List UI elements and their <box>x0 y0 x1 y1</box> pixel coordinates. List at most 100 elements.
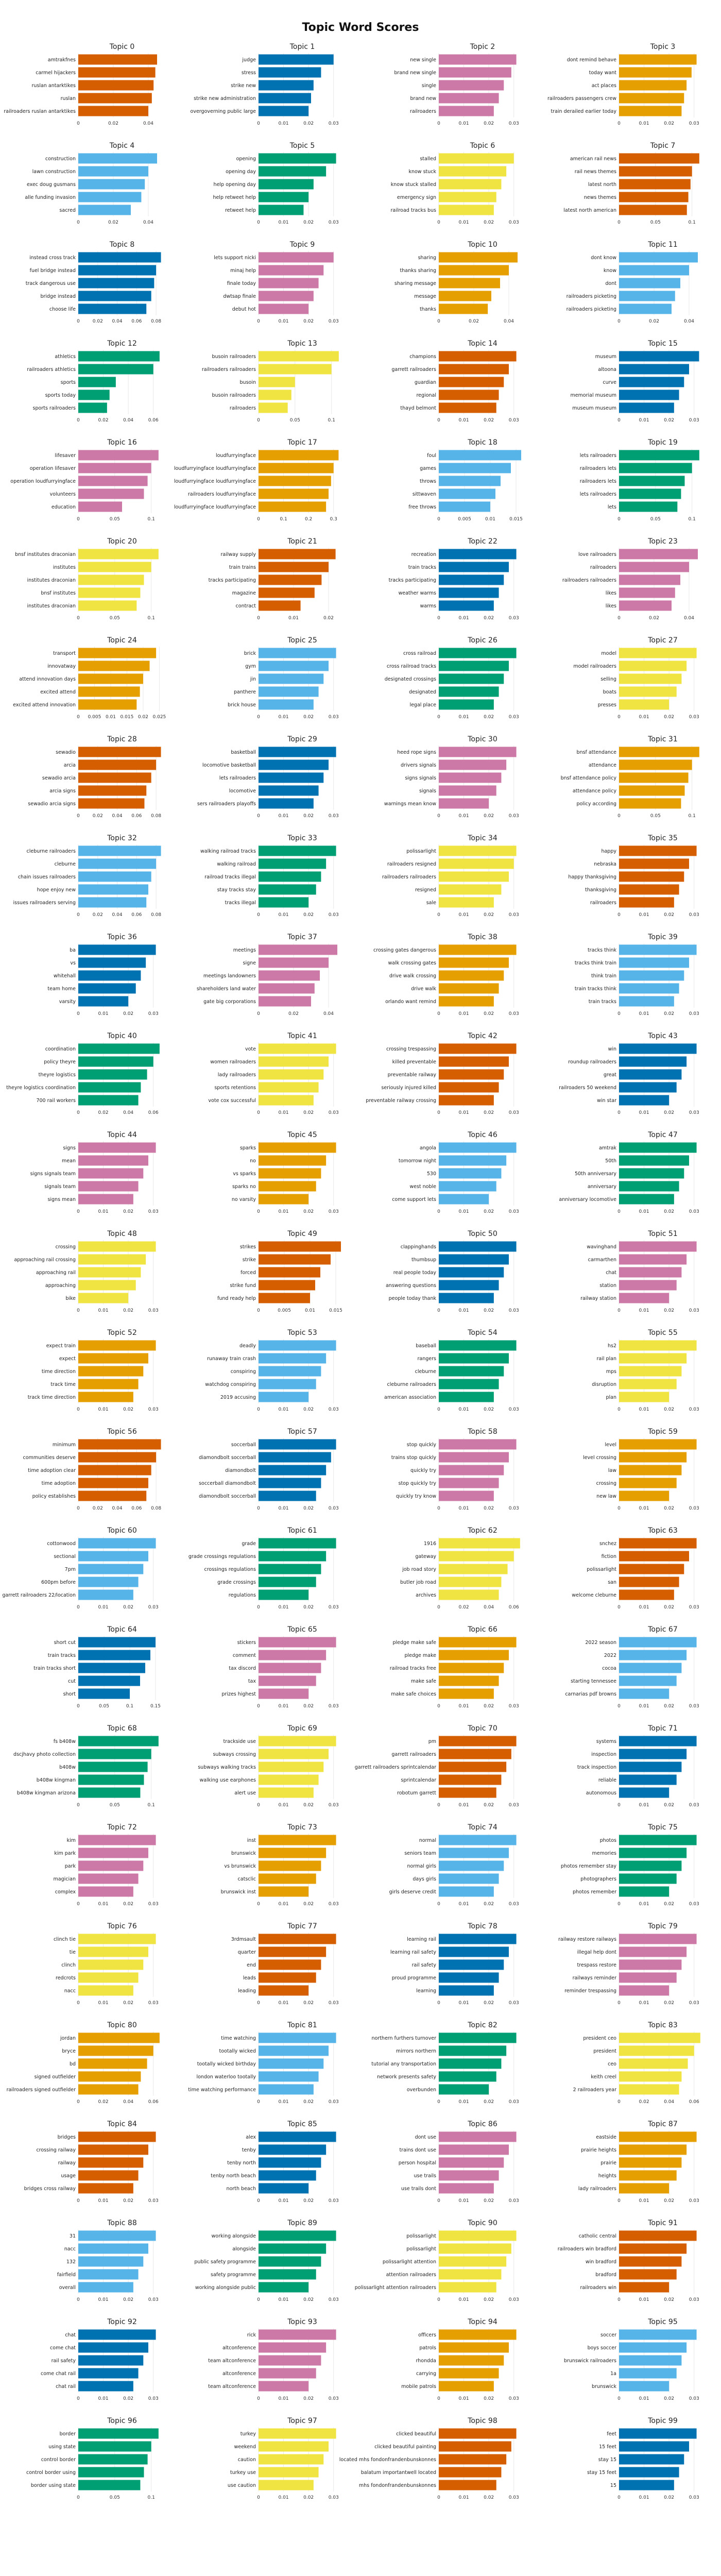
bar-label: sparks <box>240 1145 256 1151</box>
bar <box>259 463 334 473</box>
bar-label: overbunden <box>407 2087 436 2093</box>
bar-label: bd <box>70 2061 76 2067</box>
bar <box>439 798 489 809</box>
x-tick-label: 0.03 <box>689 121 699 126</box>
bar-label: runaway train crash <box>207 1356 256 1362</box>
x-tick-label: 0 <box>77 2396 80 2401</box>
bar-label: new law <box>596 1494 616 1499</box>
bar-label: come chat <box>50 2345 76 2351</box>
x-tick-label: 0.01 <box>279 1407 289 1412</box>
bar <box>259 1379 316 1389</box>
x-tick-label: 0.03 <box>148 2001 159 2006</box>
bar <box>259 2058 324 2069</box>
bar <box>619 2183 670 2194</box>
x-tick-label: 0.03 <box>509 418 519 423</box>
bar <box>259 1538 336 1549</box>
bar-label: railroaders railroaders <box>382 874 436 880</box>
panel-title: Topic 42 <box>467 1032 497 1040</box>
bar <box>259 1736 336 1747</box>
bar <box>259 2441 329 2452</box>
x-tick-label: 0.05 <box>650 517 661 522</box>
x-tick-label: 0.02 <box>484 1506 494 1511</box>
bar-label: railroad tracks illegal <box>204 874 256 880</box>
bar <box>439 1787 496 1798</box>
x-tick-label: 0.04 <box>684 616 694 621</box>
bar <box>619 1155 689 1166</box>
x-tick-label: 0.02 <box>123 2198 133 2204</box>
bar <box>439 1589 499 1600</box>
bar <box>259 1439 336 1450</box>
bar <box>78 1155 148 1166</box>
bar-label: railway supply <box>220 552 256 557</box>
bar <box>619 1142 697 1153</box>
topic-panel: Topic 170 0.1 0.2 0.3loudfurryingfaceloudfu… <box>174 438 346 522</box>
x-tick-label: 0.02 <box>484 2495 494 2500</box>
x-tick-label: 0.02 <box>123 2396 133 2401</box>
bar-label: sewadio arcia <box>42 775 76 781</box>
x-tick-label: 0.01 <box>279 1704 289 1709</box>
bar <box>619 1056 687 1067</box>
x-tick-label: 0.03 <box>329 1506 339 1511</box>
x-tick-label: 0 <box>437 1605 440 1610</box>
bar <box>78 1353 148 1364</box>
bar <box>78 67 156 78</box>
bar <box>259 501 327 512</box>
bar <box>619 1267 682 1278</box>
bar-label: vs <box>70 960 76 966</box>
bar <box>619 2144 687 2155</box>
bar <box>259 785 319 796</box>
x-tick-label: 0.06 <box>148 1110 159 1115</box>
bar-label: nebraska <box>594 861 616 867</box>
bar-label: railroad tracks free <box>390 1666 436 1671</box>
x-tick-label: 0.1 <box>148 616 155 621</box>
bar <box>259 587 315 598</box>
bar <box>619 1675 677 1686</box>
x-tick-label: 0.03 <box>148 1605 159 1610</box>
bar <box>259 1848 327 1858</box>
x-tick-label: 0.01 <box>279 1605 289 1610</box>
bar-label: dont know <box>591 255 616 261</box>
x-tick-label: 0 <box>437 1011 440 1016</box>
bar-label: legal place <box>409 702 436 708</box>
bar-label: 600pm before <box>41 1580 76 1585</box>
x-tick-label: 0.01 <box>459 1902 469 1907</box>
bar-label: railroaders railroaders <box>562 578 616 583</box>
bar <box>619 1972 677 1983</box>
panel-title: Topic 97 <box>287 2417 317 2425</box>
x-tick-label: 0.03 <box>689 2297 699 2302</box>
bar <box>619 2045 694 2056</box>
bar-label: fairfield <box>57 2272 76 2278</box>
x-tick-label: 0.015 <box>509 517 523 522</box>
bar <box>439 192 496 202</box>
bar-label: law <box>608 1468 616 1473</box>
bar <box>439 2355 504 2366</box>
bar <box>439 673 504 684</box>
bar <box>619 858 689 869</box>
x-tick-label: 0 <box>77 2099 80 2105</box>
bar <box>259 2144 327 2155</box>
x-tick-label: 0.03 <box>689 1308 699 1313</box>
bar-label: 7pm <box>65 1567 76 1572</box>
x-tick-label: 0 <box>617 121 621 126</box>
bar-label: signs signals team <box>30 1171 76 1177</box>
bar <box>439 1465 504 1476</box>
bar <box>259 1280 315 1291</box>
bar-label: walking use earphones <box>199 1777 256 1783</box>
bar <box>439 1241 517 1252</box>
bar <box>439 252 518 263</box>
bar <box>619 2441 689 2452</box>
panel-title: Topic 32 <box>107 834 136 842</box>
bar-label: single <box>422 83 436 89</box>
panel-title: Topic 3 <box>650 43 676 51</box>
x-tick-label: 0 <box>437 2495 440 2500</box>
x-tick-label: 0.02 <box>664 1605 674 1610</box>
bar <box>259 759 329 770</box>
x-tick-label: 0.01 <box>98 2396 109 2401</box>
bar <box>439 772 502 783</box>
bar <box>439 291 491 301</box>
x-tick-label: 0.01 <box>279 2099 289 2105</box>
x-tick-label: 0 <box>617 517 621 522</box>
